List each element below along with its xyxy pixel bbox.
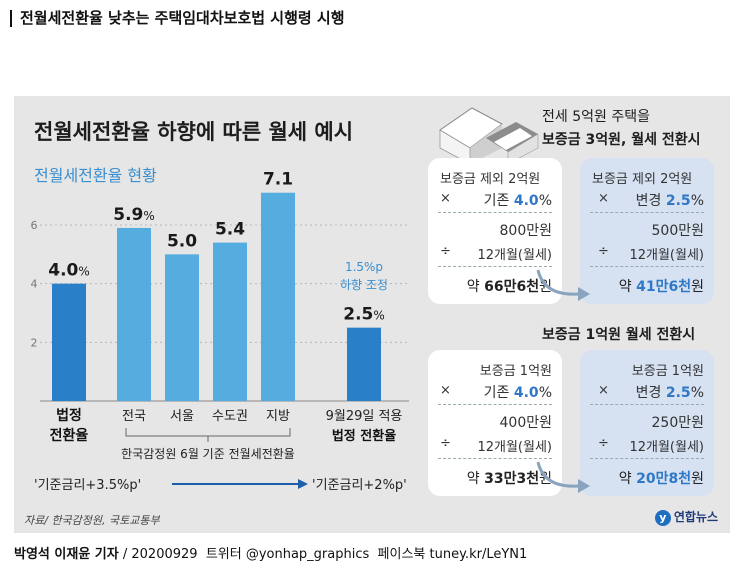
bar: [347, 327, 381, 401]
times-symbol: ×: [440, 383, 451, 398]
formula-old: '기준금리+3.5%p': [34, 478, 141, 493]
yonhap-logo: y 연합뉴스: [654, 508, 718, 526]
divide-symbol: ÷: [598, 436, 609, 451]
headline: 전월세전환율 낮추는 주택임대차보호법 시행령 시행: [10, 10, 345, 27]
example2-new-calc: 보증금 1억원 × 변경 2.5% 250만원 ÷ 12개월(월세) 약 20만…: [580, 350, 714, 496]
y-tick-label: 4: [31, 278, 38, 291]
data-label: 7.1: [263, 170, 293, 190]
bar: [165, 254, 199, 401]
formula-new: '기준금리+2%p': [312, 478, 407, 493]
category-label: 전환율: [50, 427, 89, 444]
divider: [590, 458, 704, 459]
calc-divisor: 12개월(월세): [629, 248, 704, 263]
times-symbol: ×: [598, 191, 609, 206]
adjust-note: 하향 조정: [340, 278, 388, 292]
divide-symbol: ÷: [440, 244, 451, 259]
divider: [438, 458, 552, 459]
calc-rate: 기존 4.0%: [483, 385, 552, 401]
category-label: 서울: [170, 409, 194, 424]
chart-subtitle: 전월세전환율 현황: [34, 166, 157, 185]
logo-icon: y: [654, 510, 671, 526]
calc-rate: 변경 2.5%: [635, 385, 704, 401]
example2-old-calc: 보증금 1억원 × 기존 4.0% 400만원 ÷ 12개월(월세) 약 33만…: [428, 350, 562, 496]
calc-mid: 800만원: [499, 223, 553, 239]
divider: [438, 212, 552, 213]
data-label: 5.4: [215, 220, 245, 240]
example1-title-line1: 전세 5억원 주택을: [542, 109, 650, 125]
calc-mid: 500만원: [651, 223, 705, 239]
data-label: 2.5%: [343, 305, 385, 325]
calc-rate: 변경 2.5%: [635, 193, 704, 209]
calc-line1: 보증금 제외 2억원: [592, 172, 693, 187]
divider: [438, 404, 552, 405]
bar: [213, 242, 247, 401]
example1-old-calc: 보증금 제외 2억원 × 기존 4.0% 800만원 ÷ 12개월(월세) 약 …: [428, 158, 562, 304]
house-icon: [439, 107, 539, 164]
calc-mid: 250만원: [651, 415, 705, 431]
calc-result: 약 20만8천원: [618, 471, 704, 487]
calc-line1: 보증금 1억원: [479, 364, 552, 379]
y-tick-label: 6: [31, 219, 38, 232]
calc-rate: 기존 4.0%: [483, 193, 552, 209]
byline: 박영석 이재윤 기자: [14, 547, 119, 562]
logo-text: 연합뉴스: [673, 510, 718, 524]
calc-result: 약 41만6천원: [618, 279, 704, 295]
calc-line1: 보증금 1억원: [631, 364, 704, 379]
data-label: 5.9%: [113, 205, 155, 225]
adjust-note: 1.5%p: [345, 260, 383, 274]
formula-arrow-head: [298, 479, 308, 489]
bar: [117, 227, 151, 401]
source-note: 자료/ 한국감정원, 국토교통부: [24, 514, 160, 527]
calc-mid: 400만원: [499, 415, 553, 431]
divider: [438, 266, 552, 267]
group-note: 한국감정원 6월 기준 전월세전환율: [121, 447, 295, 461]
calc-divisor: 12개월(월세): [477, 440, 552, 455]
times-symbol: ×: [598, 383, 609, 398]
arrow-icon: [536, 269, 590, 301]
calc-line1: 보증금 제외 2억원: [440, 172, 541, 187]
divider: [590, 404, 704, 405]
divide-symbol: ÷: [598, 244, 609, 259]
category-label: 9월29일 적용: [326, 409, 403, 424]
arrow-icon: [536, 461, 590, 493]
data-label: 5.0: [167, 231, 197, 251]
y-tick-label: 2: [31, 336, 38, 349]
divide-symbol: ÷: [440, 436, 451, 451]
main-title: 전월세전환율 하향에 따른 월세 예시: [34, 120, 354, 144]
calc-divisor: 12개월(월세): [629, 440, 704, 455]
times-symbol: ×: [440, 191, 451, 206]
infographic-panel: 전월세전환율 하향에 따른 월세 예시 전월세전환율 현황 2 4 6 4.0% 5.9…: [14, 96, 730, 533]
category-label: 지방: [266, 409, 290, 424]
footer-credits: 박영석 이재윤 기자 / 20200929 트위터 @yonhap_graphi…: [14, 547, 528, 562]
data-label: 4.0%: [48, 261, 90, 281]
twitter-handle: 트위터 @yonhap_graphics: [205, 547, 370, 562]
divider: [590, 212, 704, 213]
category-label: 법정: [56, 407, 82, 424]
date: 20200929: [131, 547, 198, 562]
category-label: 전국: [122, 409, 146, 424]
bar: [261, 192, 295, 401]
example1-new-calc: 보증금 제외 2억원 × 변경 2.5% 500만원 ÷ 12개월(월세) 약 …: [580, 158, 714, 304]
bar: [52, 283, 86, 401]
example1-title-line2: 보증금 3억원, 월세 전환시: [542, 132, 701, 148]
calc-divisor: 12개월(월세): [477, 248, 552, 263]
facebook-link: 페이스북 tuney.kr/LeYN1: [377, 547, 528, 562]
group-bracket: [125, 428, 291, 437]
category-label: 수도권: [212, 409, 248, 424]
category-label: 법정 전환율: [332, 428, 396, 444]
example2-title: 보증금 1억원 월세 전환시: [542, 327, 696, 343]
divider: [590, 266, 704, 267]
